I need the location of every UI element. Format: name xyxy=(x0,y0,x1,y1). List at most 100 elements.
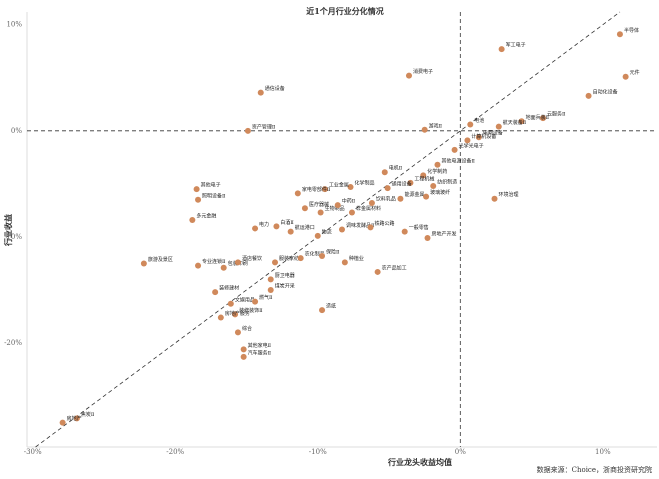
source-note: 数据来源：Choice，浙商投资研究院 xyxy=(537,465,652,474)
point xyxy=(321,186,328,193)
point xyxy=(257,89,264,96)
point-label: 服装家纺 xyxy=(279,255,299,262)
y-tick-label: 10% xyxy=(6,21,22,29)
point-label: 电池 xyxy=(474,117,484,124)
point xyxy=(585,92,592,99)
x-tick-label: 0% xyxy=(455,448,466,456)
x-tick-label: -20% xyxy=(166,448,184,456)
point-label: 焦炭Ⅱ xyxy=(81,411,95,418)
point xyxy=(227,300,234,307)
point xyxy=(212,289,219,296)
point-label: 能源金属 xyxy=(404,191,424,198)
point xyxy=(467,121,474,128)
point xyxy=(347,184,354,191)
point-label: 云服务Ⅱ xyxy=(547,111,566,118)
point xyxy=(59,419,66,426)
diagonal-line xyxy=(35,11,621,448)
point-label: 其他家电Ⅱ xyxy=(248,342,272,349)
point-label: 旅游及景区 xyxy=(148,256,173,263)
point-label: 通用设备 xyxy=(392,181,412,188)
point xyxy=(384,185,391,192)
point-label: 家电零部件Ⅱ xyxy=(302,186,331,193)
point-label: 化学制药 xyxy=(427,168,447,175)
point-label: 通信设备 xyxy=(265,85,285,92)
point xyxy=(319,307,326,314)
point xyxy=(451,146,458,153)
point xyxy=(334,202,341,209)
point xyxy=(232,311,239,318)
point xyxy=(420,172,427,179)
point xyxy=(193,186,200,193)
x-tick-label: -30% xyxy=(24,448,42,456)
point xyxy=(498,46,505,53)
point-label: 工程机械 xyxy=(414,175,434,182)
point-label: 农化制品 xyxy=(305,251,325,258)
point-label: 玻璃玻纤 xyxy=(430,189,450,196)
point-label: 元件 xyxy=(630,69,640,76)
point xyxy=(491,195,498,202)
point xyxy=(314,232,321,239)
point xyxy=(287,228,294,235)
point xyxy=(339,226,345,233)
point-label: 生物制品 xyxy=(325,205,345,212)
point-label: 航天装备Ⅱ xyxy=(503,119,527,126)
point xyxy=(189,216,196,223)
point xyxy=(423,193,430,200)
point-label: 文娱用品 xyxy=(235,296,255,303)
point-label: 一般零售 xyxy=(409,224,429,231)
point-label: 装修建材 xyxy=(219,285,239,292)
point-label: 照明设备Ⅱ xyxy=(202,192,226,199)
point-label: 自动化设备 xyxy=(593,88,618,95)
point-label: 环境治理 xyxy=(499,191,519,198)
point-label: 房地产开发 xyxy=(432,230,457,237)
point xyxy=(348,209,355,216)
point-label: 调味发酵品Ⅱ xyxy=(346,222,375,229)
point-label: 燃气Ⅱ xyxy=(259,294,273,301)
point xyxy=(217,314,224,321)
point xyxy=(367,224,374,231)
point xyxy=(317,209,324,216)
point-label: 综合 xyxy=(242,325,252,332)
point xyxy=(434,161,441,168)
point xyxy=(495,123,502,130)
point xyxy=(267,286,274,293)
point xyxy=(240,346,247,353)
point-label: 保险Ⅱ xyxy=(326,249,340,256)
point-label: 专业连锁Ⅱ xyxy=(202,258,226,265)
point-label: 光学光电子 xyxy=(459,142,484,149)
point-label: 电力 xyxy=(259,221,269,228)
point xyxy=(220,264,227,271)
point-label: 纺织制造 xyxy=(437,179,457,186)
point xyxy=(401,228,408,235)
point-label: 造纸 xyxy=(326,303,336,310)
point xyxy=(518,118,525,125)
point xyxy=(397,195,404,202)
point-label: 房地产 xyxy=(67,415,82,422)
point xyxy=(430,183,437,189)
y-tick-label: -10% xyxy=(4,233,22,241)
point xyxy=(319,253,326,260)
point-label: 游戏Ⅱ xyxy=(429,122,443,129)
point-label: 军工电子 xyxy=(506,42,526,49)
x-tick-label: -10% xyxy=(309,448,327,456)
point xyxy=(407,179,414,186)
point-label: 计算机设备 xyxy=(471,133,496,140)
point xyxy=(405,72,412,79)
point-label: 装修装饰Ⅱ xyxy=(239,307,263,314)
point xyxy=(240,353,247,360)
point-label: 电网设备 xyxy=(483,130,503,137)
point-label: 白酒Ⅱ xyxy=(280,219,294,226)
point xyxy=(301,205,308,212)
point xyxy=(195,196,202,203)
point xyxy=(234,329,241,336)
point-label: 铁路公路 xyxy=(375,220,395,227)
y-tick-label: 0% xyxy=(11,127,22,135)
point xyxy=(234,259,241,266)
point xyxy=(341,259,348,266)
point xyxy=(252,298,259,305)
point xyxy=(252,225,259,232)
x-tick-label: 10% xyxy=(595,448,611,456)
point xyxy=(140,260,147,267)
point-label: 医疗器械 xyxy=(309,201,329,208)
